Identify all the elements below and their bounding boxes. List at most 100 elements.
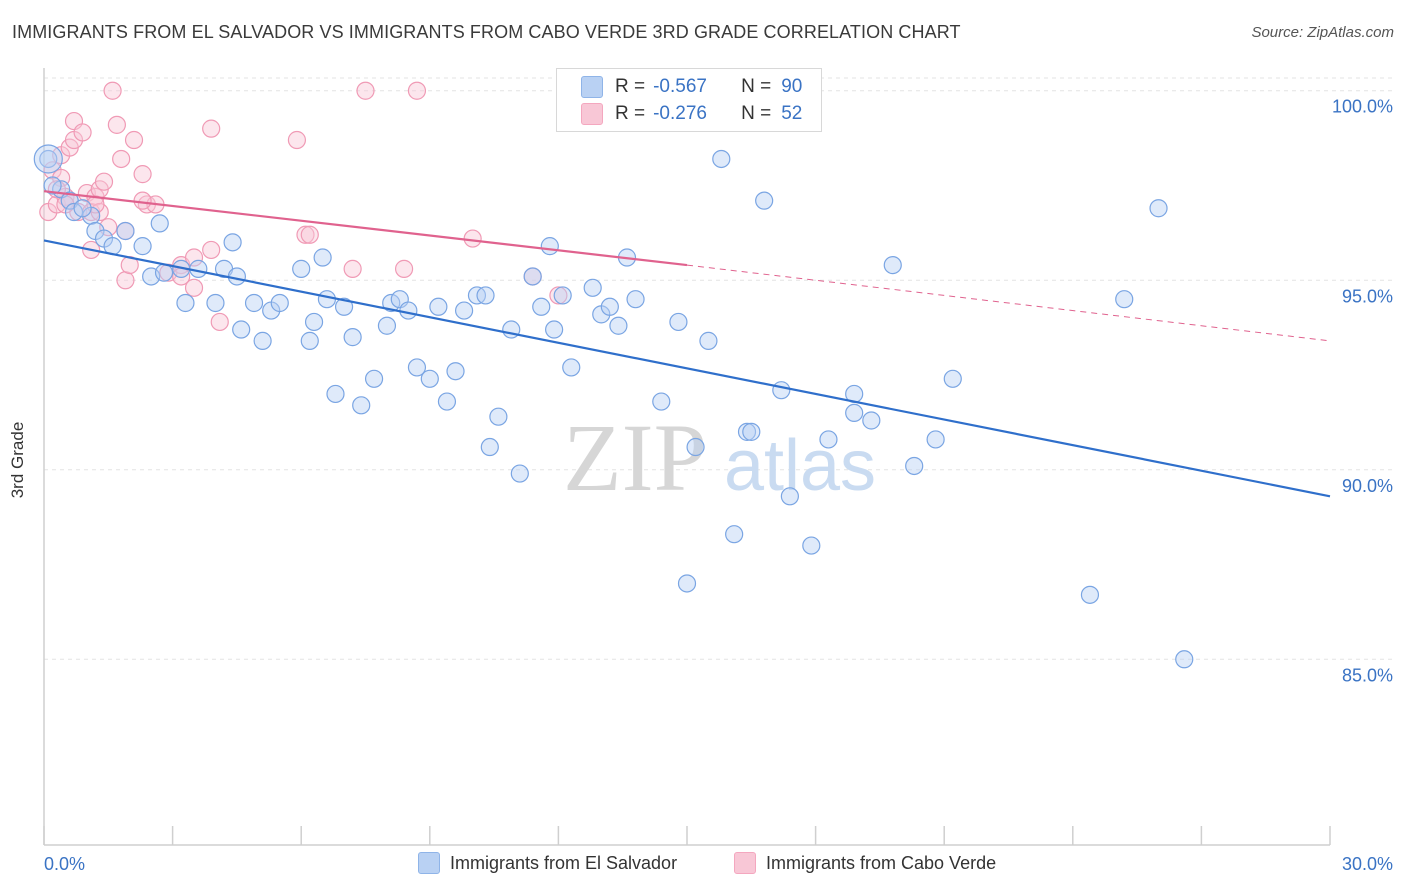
point-el-salvador xyxy=(737,422,757,441)
legend-r-value-pink: -0.276 xyxy=(653,103,707,124)
point-el-salvador xyxy=(669,312,688,332)
point-cabo-verde xyxy=(133,165,152,184)
legend-n-label: N = xyxy=(741,103,772,124)
point-cabo-verde xyxy=(184,248,204,267)
point-el-salvador xyxy=(725,525,744,544)
point-el-salvador xyxy=(73,199,92,218)
point-el-salvador xyxy=(33,144,63,174)
point-el-salvador xyxy=(377,316,397,335)
point-el-salvador xyxy=(334,297,354,316)
point-cabo-verde xyxy=(394,259,414,278)
point-cabo-verde xyxy=(94,172,114,191)
point-el-salvador xyxy=(407,358,427,377)
point-el-salvador xyxy=(43,176,62,195)
point-el-salvador xyxy=(326,384,345,404)
point-cabo-verde xyxy=(202,240,221,260)
watermark-atlas: atlas xyxy=(724,426,876,506)
point-el-salvador xyxy=(476,286,495,305)
point-el-salvador xyxy=(116,221,135,241)
source-label: Source: ZipAtlas.com xyxy=(1251,24,1394,41)
point-cabo-verde xyxy=(73,123,92,142)
point-el-salvador xyxy=(317,290,337,309)
legend-swatch-cabo-verde xyxy=(734,852,756,874)
point-el-salvador xyxy=(802,536,821,555)
point-el-salvador xyxy=(429,297,448,316)
y-tick-label: 90.0% xyxy=(1342,476,1393,496)
trend-lines xyxy=(43,190,1331,498)
y-axis-label: 3rd Grade xyxy=(8,421,27,499)
point-el-salvador xyxy=(772,381,791,400)
watermark-zip: ZIP xyxy=(563,404,707,511)
point-el-salvador xyxy=(609,316,628,335)
x-tick-label-max: 30.0% xyxy=(1342,854,1393,874)
point-el-salvador xyxy=(1115,290,1134,309)
trend-line-cabo-verde xyxy=(43,190,688,267)
point-el-salvador xyxy=(926,430,945,449)
point-el-salvador xyxy=(64,202,84,222)
legend-row-pink: R = -0.276 N = 52 xyxy=(581,102,802,126)
legend-n-value-pink: 52 xyxy=(781,103,803,124)
point-el-salvador xyxy=(343,328,362,347)
point-cabo-verde xyxy=(133,191,152,210)
point-el-salvador xyxy=(523,267,542,286)
point-el-salvador xyxy=(819,430,838,449)
legend-n-label: N = xyxy=(741,76,772,97)
y-tick-label: 100.0% xyxy=(1332,97,1393,117)
legend-row-blue: R = -0.567 N = 90 xyxy=(581,75,802,99)
legend-swatch-el-salvador xyxy=(418,852,440,874)
series-el-salvador-points xyxy=(33,144,1194,669)
point-el-salvador xyxy=(437,392,457,411)
trend-line-cabo-verde-extension xyxy=(686,264,1331,342)
point-cabo-verde xyxy=(107,115,126,134)
point-cabo-verde xyxy=(202,119,221,138)
point-el-salvador xyxy=(232,320,251,339)
point-el-salvador xyxy=(292,259,311,278)
point-el-salvador xyxy=(600,297,619,316)
point-cabo-verde xyxy=(463,229,482,248)
point-el-salvador xyxy=(154,263,174,282)
y-tick-label: 95.0% xyxy=(1342,286,1393,306)
point-el-salvador xyxy=(150,214,169,233)
point-el-salvador xyxy=(540,237,559,256)
point-el-salvador xyxy=(883,255,902,275)
point-el-salvador xyxy=(313,248,332,267)
point-el-salvador xyxy=(686,437,705,457)
point-cabo-verde xyxy=(124,130,144,150)
legend-r-label: R = xyxy=(615,103,646,124)
point-el-salvador xyxy=(1149,199,1168,218)
point-cabo-verde xyxy=(343,259,362,278)
point-cabo-verde xyxy=(103,81,122,100)
point-el-salvador xyxy=(780,487,799,506)
point-el-salvador xyxy=(382,293,401,313)
point-el-salvador xyxy=(223,233,242,252)
point-el-salvador xyxy=(862,411,881,430)
axes xyxy=(43,68,1331,846)
point-cabo-verde xyxy=(407,81,427,100)
point-el-salvador xyxy=(626,290,645,309)
x-tick-label-min: 0.0% xyxy=(44,854,85,874)
legend-label-el-salvador: Immigrants from El Salvador xyxy=(450,852,678,873)
point-el-salvador xyxy=(300,331,319,350)
legend-swatch-blue xyxy=(581,76,603,98)
point-el-salvador xyxy=(510,464,529,483)
point-el-salvador xyxy=(562,358,581,377)
point-el-salvador xyxy=(677,574,697,593)
point-cabo-verde xyxy=(116,271,135,290)
point-el-salvador xyxy=(532,297,551,316)
point-cabo-verde xyxy=(296,225,315,244)
point-el-salvador xyxy=(480,437,499,457)
legend-r-value-blue: -0.567 xyxy=(653,76,707,97)
legend-label-cabo-verde: Immigrants from Cabo Verde xyxy=(766,852,997,873)
point-el-salvador xyxy=(270,293,289,313)
point-el-salvador xyxy=(712,149,731,169)
point-cabo-verde xyxy=(112,149,131,169)
legend-swatch-pink xyxy=(581,103,603,125)
correlation-legend: R = -0.567 N = 90 R = -0.276 N = 52 xyxy=(556,68,822,132)
point-el-salvador xyxy=(39,149,58,169)
point-el-salvador xyxy=(1175,650,1194,669)
y-tick-label: 85.0% xyxy=(1342,665,1393,685)
point-el-salvador xyxy=(553,286,572,305)
legend-n-value-blue: 90 xyxy=(781,76,803,97)
point-el-salvador xyxy=(420,369,439,388)
legend-r-label: R = xyxy=(615,76,646,97)
